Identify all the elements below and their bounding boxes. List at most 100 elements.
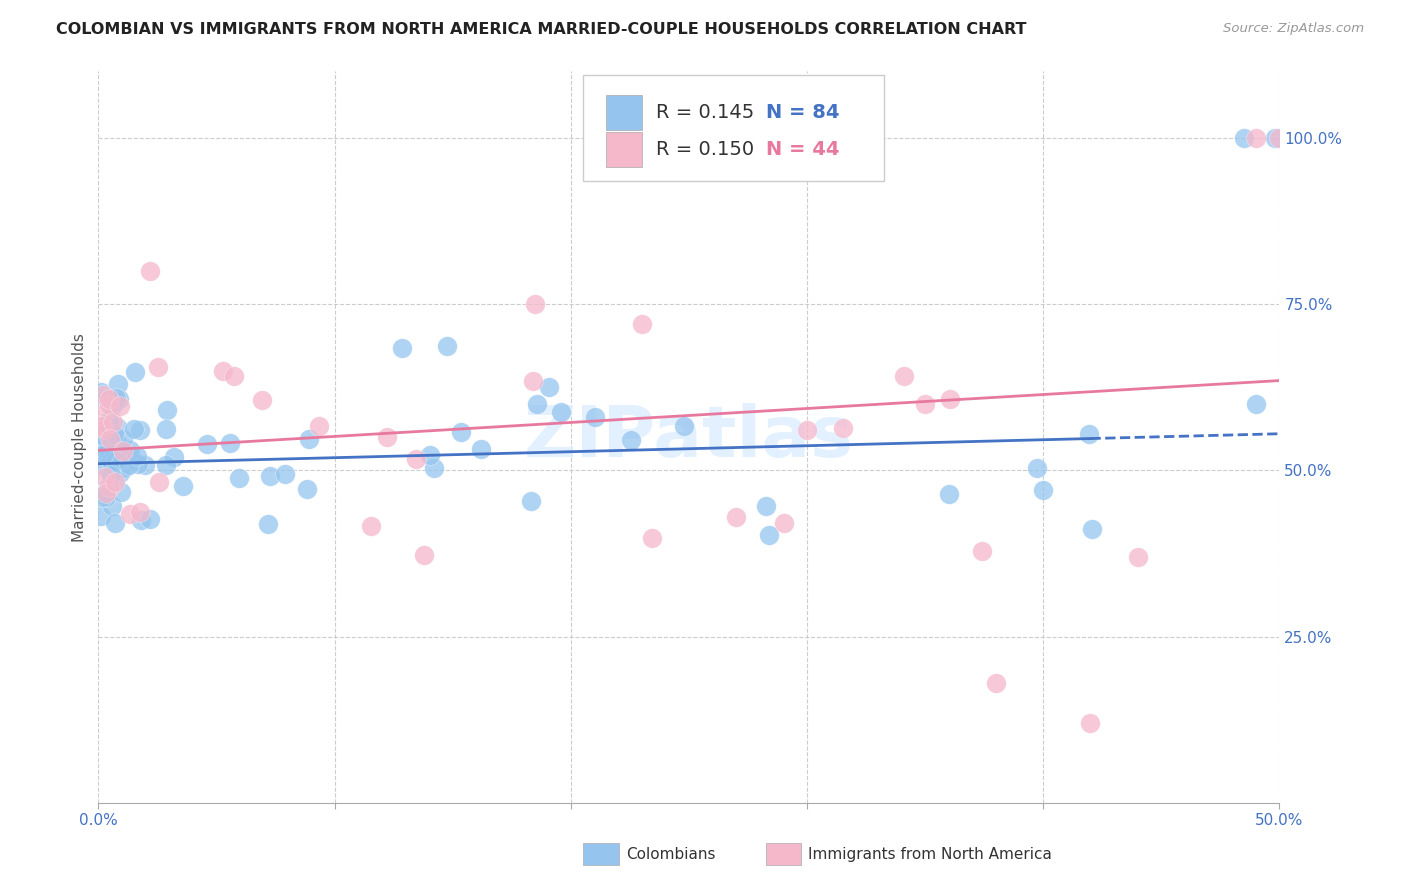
Point [104, 391, 127, 405]
Point [724, 510, 747, 524]
Point [104, 454, 127, 468]
Point [211, 364, 233, 378]
Point [796, 424, 818, 438]
Point [1264, 131, 1286, 145]
Point [148, 475, 170, 490]
Point [526, 396, 548, 410]
Point [125, 450, 148, 464]
Point [90, 509, 112, 524]
Point [423, 460, 446, 475]
Point [98, 414, 121, 428]
Point [250, 392, 273, 407]
Point [131, 513, 153, 527]
Point [90, 438, 112, 452]
Point [583, 409, 606, 424]
Point [114, 460, 136, 475]
Point [419, 448, 441, 462]
Point [273, 467, 295, 481]
Point [172, 479, 194, 493]
Point [110, 485, 132, 500]
Point [224, 368, 246, 383]
Point [360, 518, 382, 533]
Point [893, 369, 915, 384]
Point [1126, 549, 1149, 564]
Text: Source: ZipAtlas.com: Source: ZipAtlas.com [1223, 22, 1364, 36]
Point [228, 471, 250, 485]
Point [298, 433, 321, 447]
Point [90, 419, 112, 434]
Point [90, 384, 112, 399]
Point [1268, 131, 1291, 145]
Point [939, 392, 962, 406]
Point [100, 399, 122, 413]
Text: ZIPatlas: ZIPatlas [524, 402, 853, 472]
Point [118, 442, 141, 457]
Point [91, 490, 114, 504]
Point [97, 450, 120, 465]
Point [108, 399, 131, 413]
Point [98, 480, 121, 494]
Point [104, 516, 127, 531]
Point [620, 433, 643, 447]
Point [134, 458, 156, 472]
Point [641, 531, 664, 545]
Point [219, 435, 242, 450]
Y-axis label: Married-couple Households: Married-couple Households [72, 333, 87, 541]
Point [118, 508, 141, 522]
Point [1080, 716, 1102, 731]
Point [938, 487, 960, 501]
Point [1077, 427, 1099, 442]
Point [524, 297, 547, 311]
Point [155, 403, 177, 417]
Text: Immigrants from North America: Immigrants from North America [808, 847, 1052, 862]
Point [94, 491, 117, 505]
Point [436, 339, 458, 353]
Point [139, 264, 162, 278]
Point [1244, 397, 1267, 411]
Point [104, 475, 127, 490]
Point [100, 454, 122, 468]
Point [93, 447, 115, 461]
Text: N = 44: N = 44 [766, 140, 839, 160]
Point [405, 452, 427, 467]
Point [93, 470, 115, 484]
Point [97, 481, 120, 495]
Point [139, 512, 162, 526]
Text: R = 0.150: R = 0.150 [655, 140, 754, 160]
Text: Colombians: Colombians [626, 847, 716, 862]
Point [308, 418, 330, 433]
Point [124, 364, 146, 378]
Point [105, 394, 128, 409]
Point [111, 432, 134, 446]
Point [450, 425, 472, 440]
Point [104, 433, 127, 447]
Point [519, 494, 541, 508]
Point [98, 392, 121, 406]
Point [831, 421, 853, 435]
Point [550, 405, 572, 419]
Point [98, 432, 121, 446]
Point [94, 486, 117, 500]
Point [120, 451, 142, 466]
Text: N = 84: N = 84 [766, 103, 839, 121]
Point [91, 407, 114, 421]
Text: COLOMBIAN VS IMMIGRANTS FROM NORTH AMERICA MARRIED-COUPLE HOUSEHOLDS CORRELATION: COLOMBIAN VS IMMIGRANTS FROM NORTH AMERI… [56, 22, 1026, 37]
Point [1026, 461, 1049, 475]
Point [94, 460, 117, 475]
Point [127, 457, 149, 471]
Point [107, 376, 129, 391]
Point [100, 468, 122, 483]
Point [163, 450, 186, 465]
Point [107, 454, 129, 468]
Point [755, 499, 778, 513]
Point [195, 437, 218, 451]
Point [94, 392, 117, 406]
Point [758, 527, 780, 541]
Point [118, 458, 141, 472]
Point [391, 341, 413, 355]
Point [112, 444, 135, 458]
Bar [606, 132, 641, 168]
Point [259, 469, 281, 483]
Point [96, 442, 118, 457]
Point [90, 428, 112, 442]
